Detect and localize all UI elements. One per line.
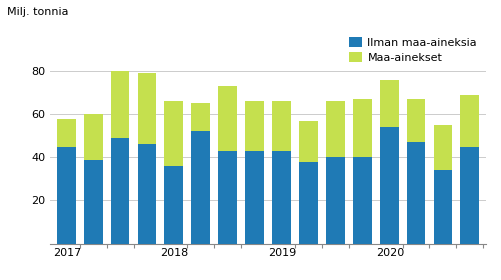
Bar: [353, 157, 372, 244]
Bar: [138, 73, 156, 144]
Bar: [272, 101, 291, 151]
Bar: [460, 95, 479, 147]
Bar: [218, 86, 237, 151]
Bar: [164, 166, 183, 244]
Bar: [57, 118, 76, 147]
Bar: [84, 160, 103, 244]
Bar: [245, 151, 264, 244]
Bar: [218, 151, 237, 244]
Bar: [164, 101, 183, 166]
Bar: [353, 99, 372, 157]
Legend: Ilman maa-aineksia, Maa-ainekset: Ilman maa-aineksia, Maa-ainekset: [345, 34, 480, 66]
Bar: [57, 147, 76, 244]
Bar: [326, 101, 345, 157]
Bar: [460, 147, 479, 244]
Bar: [326, 157, 345, 244]
Bar: [407, 142, 425, 244]
Bar: [191, 104, 210, 132]
Bar: [111, 71, 129, 138]
Bar: [138, 144, 156, 244]
Bar: [272, 151, 291, 244]
Bar: [380, 127, 398, 244]
Bar: [245, 101, 264, 151]
Bar: [84, 114, 103, 160]
Bar: [433, 170, 452, 244]
Bar: [380, 80, 398, 127]
Text: Milj. tonnia: Milj. tonnia: [7, 7, 68, 17]
Bar: [299, 162, 318, 244]
Bar: [433, 125, 452, 170]
Bar: [407, 99, 425, 142]
Bar: [299, 121, 318, 162]
Bar: [191, 132, 210, 244]
Bar: [111, 138, 129, 244]
